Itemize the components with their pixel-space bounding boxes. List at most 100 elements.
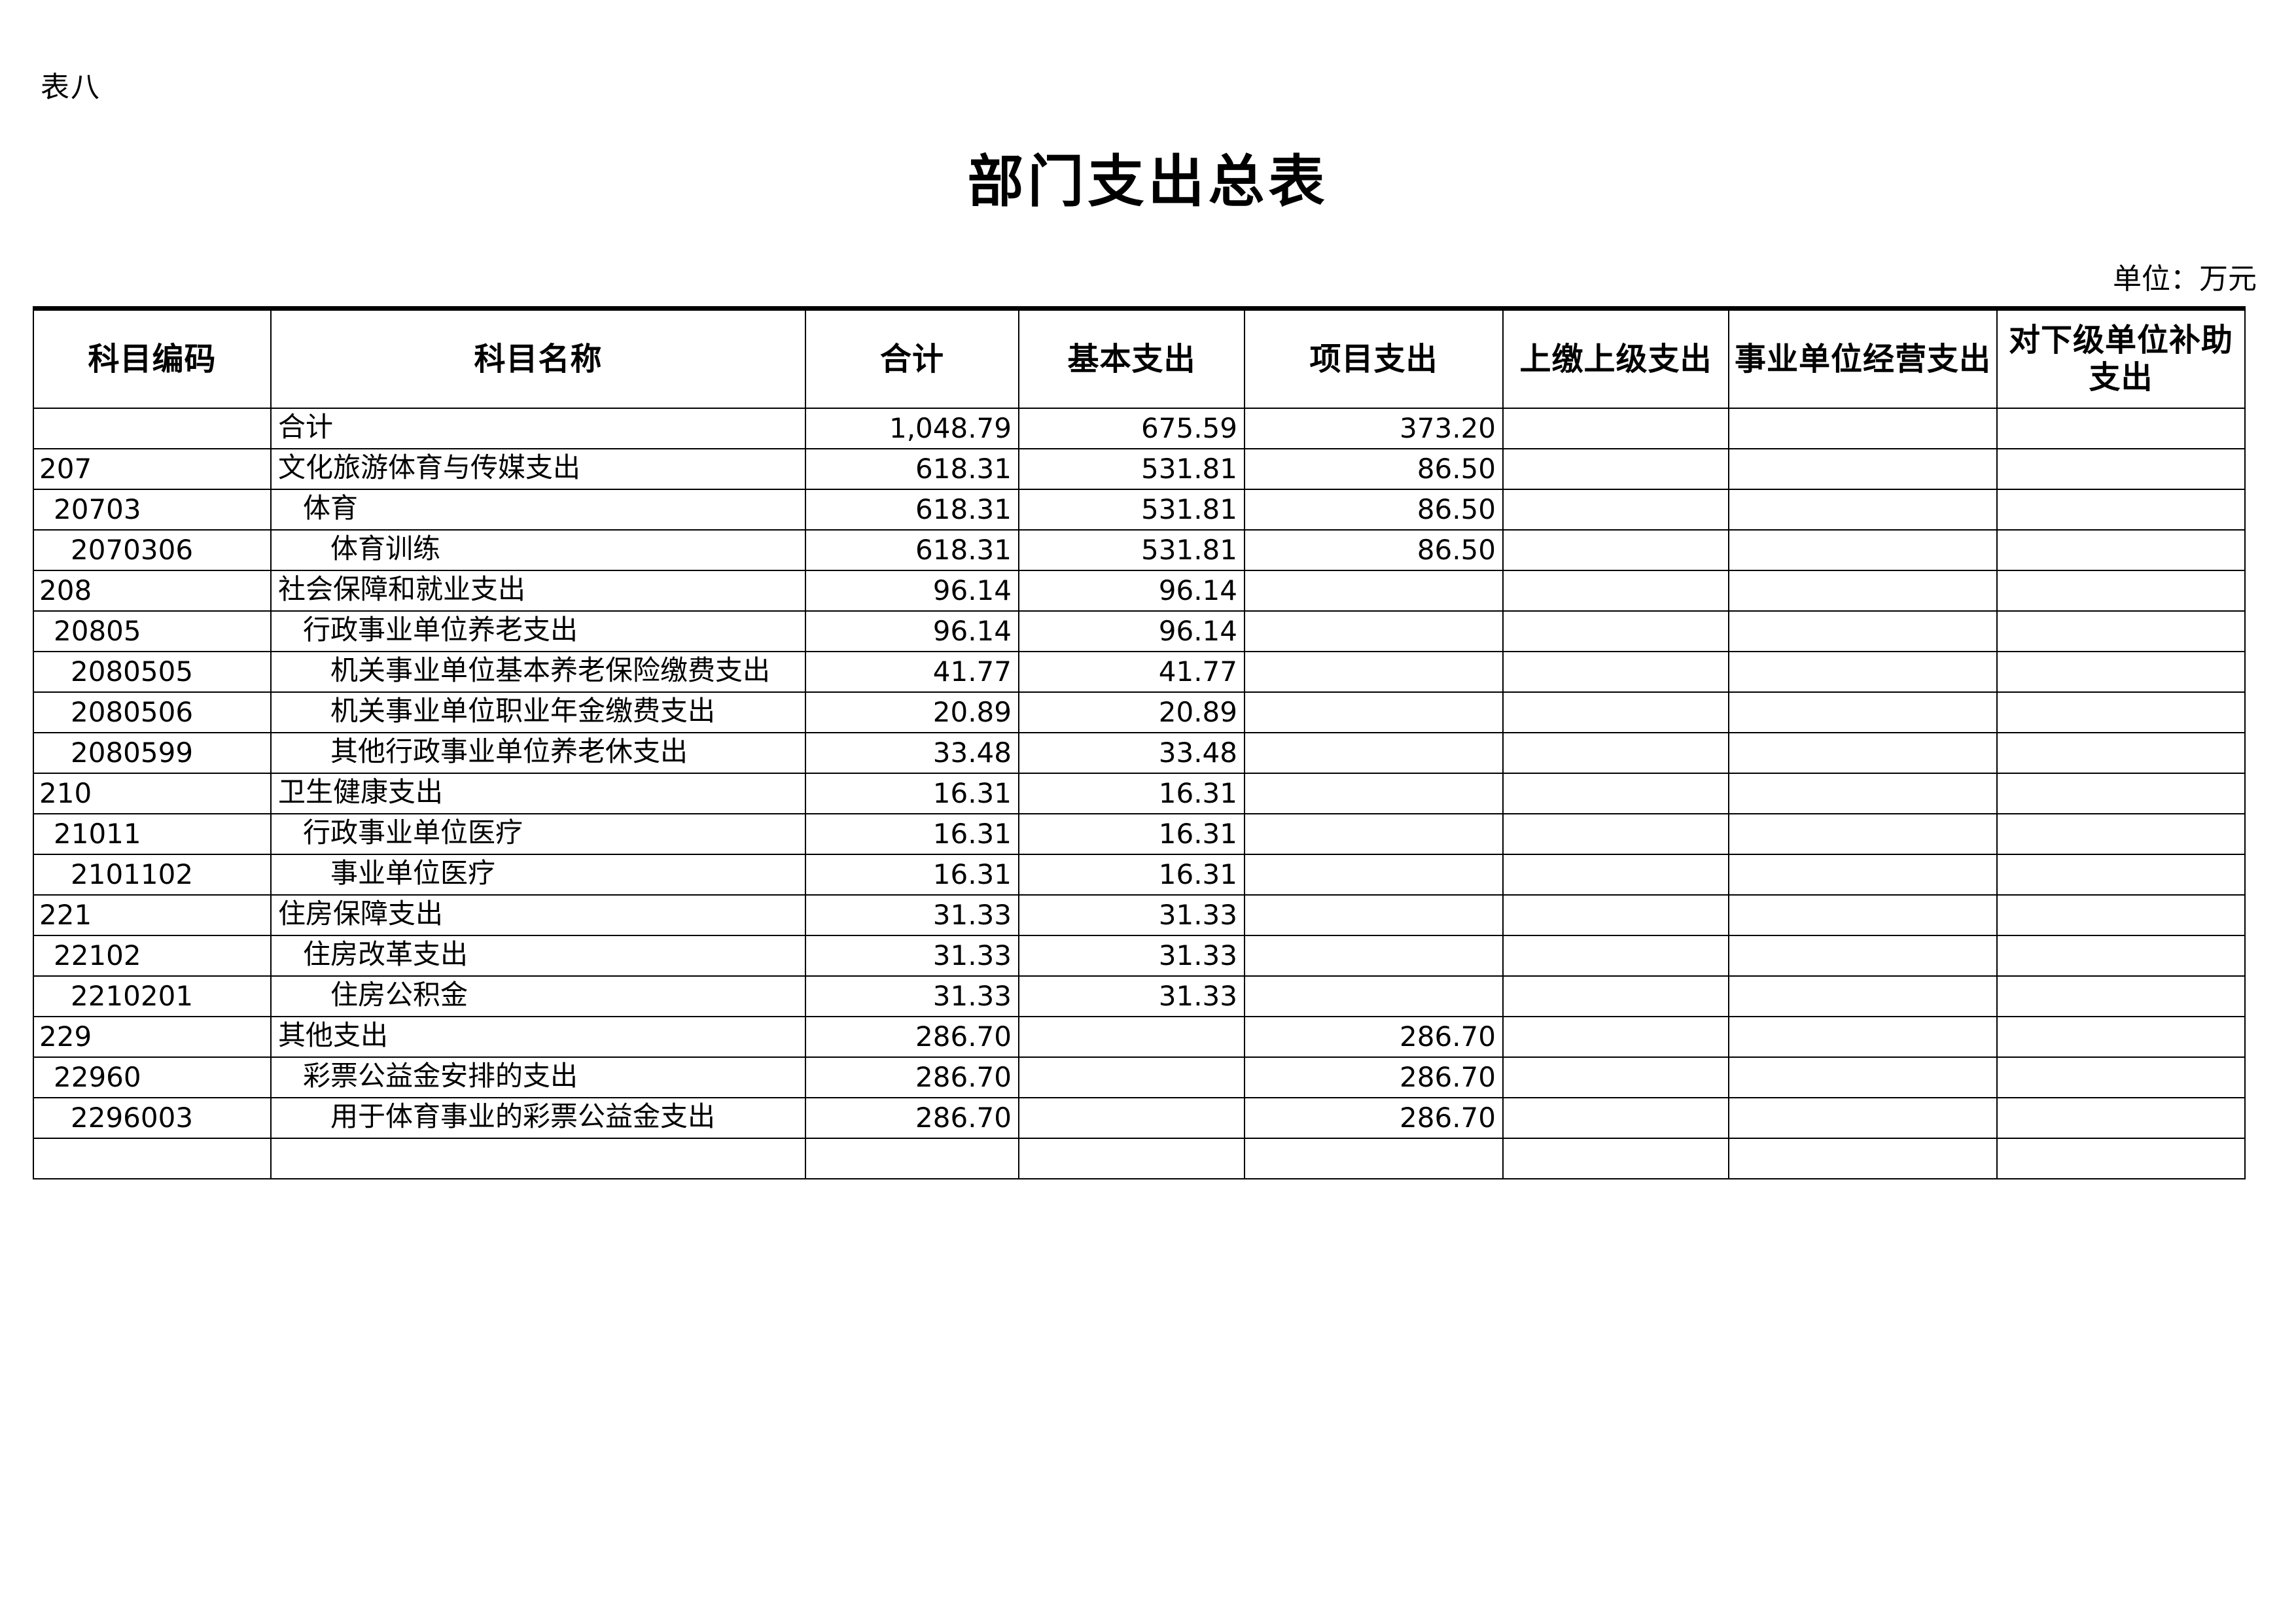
cell-subordinate-subsidy (1996, 813, 2246, 855)
cell-project-expenditure (1244, 894, 1504, 936)
cell-total: 31.33 (805, 894, 1019, 936)
table-row: 2080505 机关事业单位基本养老保险缴费支出 41.77 41.77 (33, 651, 2246, 693)
page-title: 部门支出总表 (967, 149, 1329, 215)
cell-upper-level-expenditure (1502, 975, 1729, 1017)
cell-subject-code: 208 (33, 570, 272, 612)
cell-upper-level-expenditure (1502, 894, 1729, 936)
cell-project-expenditure: 86.50 (1244, 448, 1504, 490)
table-row: 2070306 体育训练 618.31 531.81 86.50 (33, 529, 2246, 571)
cell-upper-level-expenditure (1502, 529, 1729, 571)
cell-subordinate-subsidy (1996, 732, 2246, 774)
cell-operating-expenditure (1728, 610, 1998, 652)
cell-subordinate-subsidy (1996, 1097, 2246, 1139)
cell-upper-level-expenditure (1502, 854, 1729, 896)
cell-subordinate-subsidy (1996, 570, 2246, 612)
column-header-code: 科目编码 (33, 306, 272, 409)
column-header-subsidy: 对下级单位补助支出 (1996, 306, 2246, 409)
unit-note: 单位：万元 (2113, 263, 2257, 295)
table-row: 2210201 住房公积金 31.33 31.33 (33, 975, 2246, 1017)
cell-subject-code: 2210201 (33, 975, 272, 1017)
cell-total: 16.31 (805, 773, 1019, 814)
cell-subject-name: 机关事业单位职业年金缴费支出 (270, 691, 806, 733)
cell-subordinate-subsidy (1996, 854, 2246, 896)
cell-total: 96.14 (805, 570, 1019, 612)
cell-operating-expenditure (1728, 529, 1998, 571)
cell-subordinate-subsidy (1996, 651, 2246, 693)
cell-project-expenditure: 286.70 (1244, 1056, 1504, 1098)
table-row: 2296003 用于体育事业的彩票公益金支出 286.70 286.70 (33, 1097, 2246, 1139)
cell-operating-expenditure (1728, 732, 1998, 774)
cell-subject-name: 机关事业单位基本养老保险缴费支出 (270, 651, 806, 693)
cell-project-expenditure (1244, 610, 1504, 652)
cell-upper-level-expenditure (1502, 1016, 1729, 1058)
cell-subject-name: 体育训练 (270, 529, 806, 571)
cell-total: 41.77 (805, 651, 1019, 693)
cell-project-expenditure (1244, 813, 1504, 855)
cell-basic-expenditure: 531.81 (1018, 489, 1245, 531)
cell-subject-code (33, 408, 272, 449)
cell-operating-expenditure (1728, 813, 1998, 855)
cell-basic-expenditure: 41.77 (1018, 651, 1245, 693)
cell-basic-expenditure: 16.31 (1018, 813, 1245, 855)
cell-project-expenditure (1244, 935, 1504, 977)
cell-subject-code: 2101102 (33, 854, 272, 896)
table-row: 合计 1,048.79 675.59 373.20 (33, 408, 2246, 449)
cell-subordinate-subsidy (1996, 773, 2246, 814)
cell-operating-expenditure (1728, 489, 1998, 531)
table-row: 22960 彩票公益金安排的支出 286.70 286.70 (33, 1056, 2246, 1098)
cell-upper-level-expenditure (1502, 813, 1729, 855)
budget-table-container: 科目编码 科目名称 合计 基本支出 项目支出 上缴上级支出 事业单位经营支出 对… (33, 306, 2246, 1179)
cell-total: 618.31 (805, 529, 1019, 571)
cell-project-expenditure: 86.50 (1244, 529, 1504, 571)
table-row: 2101102 事业单位医疗 16.31 16.31 (33, 854, 2246, 896)
cell-subordinate-subsidy (1996, 691, 2246, 733)
table-row: 208 社会保障和就业支出 96.14 96.14 (33, 570, 2246, 612)
cell-basic-expenditure: 96.14 (1018, 610, 1245, 652)
cell-upper-level-expenditure (1502, 732, 1729, 774)
cell-project-expenditure (1244, 651, 1504, 693)
cell-subject-name: 用于体育事业的彩票公益金支出 (270, 1097, 806, 1139)
cell-project-expenditure: 286.70 (1244, 1016, 1504, 1058)
cell-upper-level-expenditure (1502, 1056, 1729, 1098)
cell-basic-expenditure: 33.48 (1018, 732, 1245, 774)
cell-subject-name: 行政事业单位医疗 (270, 813, 806, 855)
cell-total: 618.31 (805, 489, 1019, 531)
cell-upper-level-expenditure (1502, 691, 1729, 733)
cell-subject-code: 207 (33, 448, 272, 490)
cell-operating-expenditure (1728, 570, 1998, 612)
form-number-label: 表八 (41, 71, 101, 103)
cell-project-expenditure (1244, 691, 1504, 733)
cell-operating-expenditure (1728, 773, 1998, 814)
cell-project-expenditure: 286.70 (1244, 1097, 1504, 1139)
cell-operating-expenditure (1728, 975, 1998, 1017)
table-body: 合计 1,048.79 675.59 373.20 207 文化旅游体育与传媒支出 618.… (33, 408, 2246, 1179)
cell-subject-code: 210 (33, 773, 272, 814)
cell-operating-expenditure (1728, 448, 1998, 490)
cell-subject-name: 社会保障和就业支出 (270, 570, 806, 612)
table-row: 21011 行政事业单位医疗 16.31 16.31 (33, 813, 2246, 855)
cell-subject-code: 20805 (33, 610, 272, 652)
cell-operating-expenditure (1728, 651, 1998, 693)
cell-total: 31.33 (805, 935, 1019, 977)
cell-basic-expenditure (1018, 1097, 1245, 1139)
cell-total: 16.31 (805, 854, 1019, 896)
cell-upper-level-expenditure (1502, 448, 1729, 490)
cell-subordinate-subsidy (1996, 1138, 2246, 1179)
column-header-project: 项目支出 (1244, 306, 1504, 409)
table-row: 2080599 其他行政事业单位养老休支出 33.48 33.48 (33, 732, 2246, 774)
cell-basic-expenditure (1018, 1056, 1245, 1098)
table-header: 科目编码 科目名称 合计 基本支出 项目支出 上缴上级支出 事业单位经营支出 对… (33, 306, 2246, 409)
cell-total: 286.70 (805, 1056, 1019, 1098)
cell-subject-name: 合计 (270, 408, 806, 449)
cell-subordinate-subsidy (1996, 975, 2246, 1017)
cell-subject-code: 2080506 (33, 691, 272, 733)
cell-upper-level-expenditure (1502, 1097, 1729, 1139)
cell-total: 31.33 (805, 975, 1019, 1017)
cell-operating-expenditure (1728, 854, 1998, 896)
table-row: 207 文化旅游体育与传媒支出 618.31 531.81 86.50 (33, 448, 2246, 490)
cell-basic-expenditure: 31.33 (1018, 894, 1245, 936)
column-header-operate: 事业单位经营支出 (1728, 306, 1998, 409)
cell-total: 286.70 (805, 1097, 1019, 1139)
cell-subject-code: 2070306 (33, 529, 272, 571)
